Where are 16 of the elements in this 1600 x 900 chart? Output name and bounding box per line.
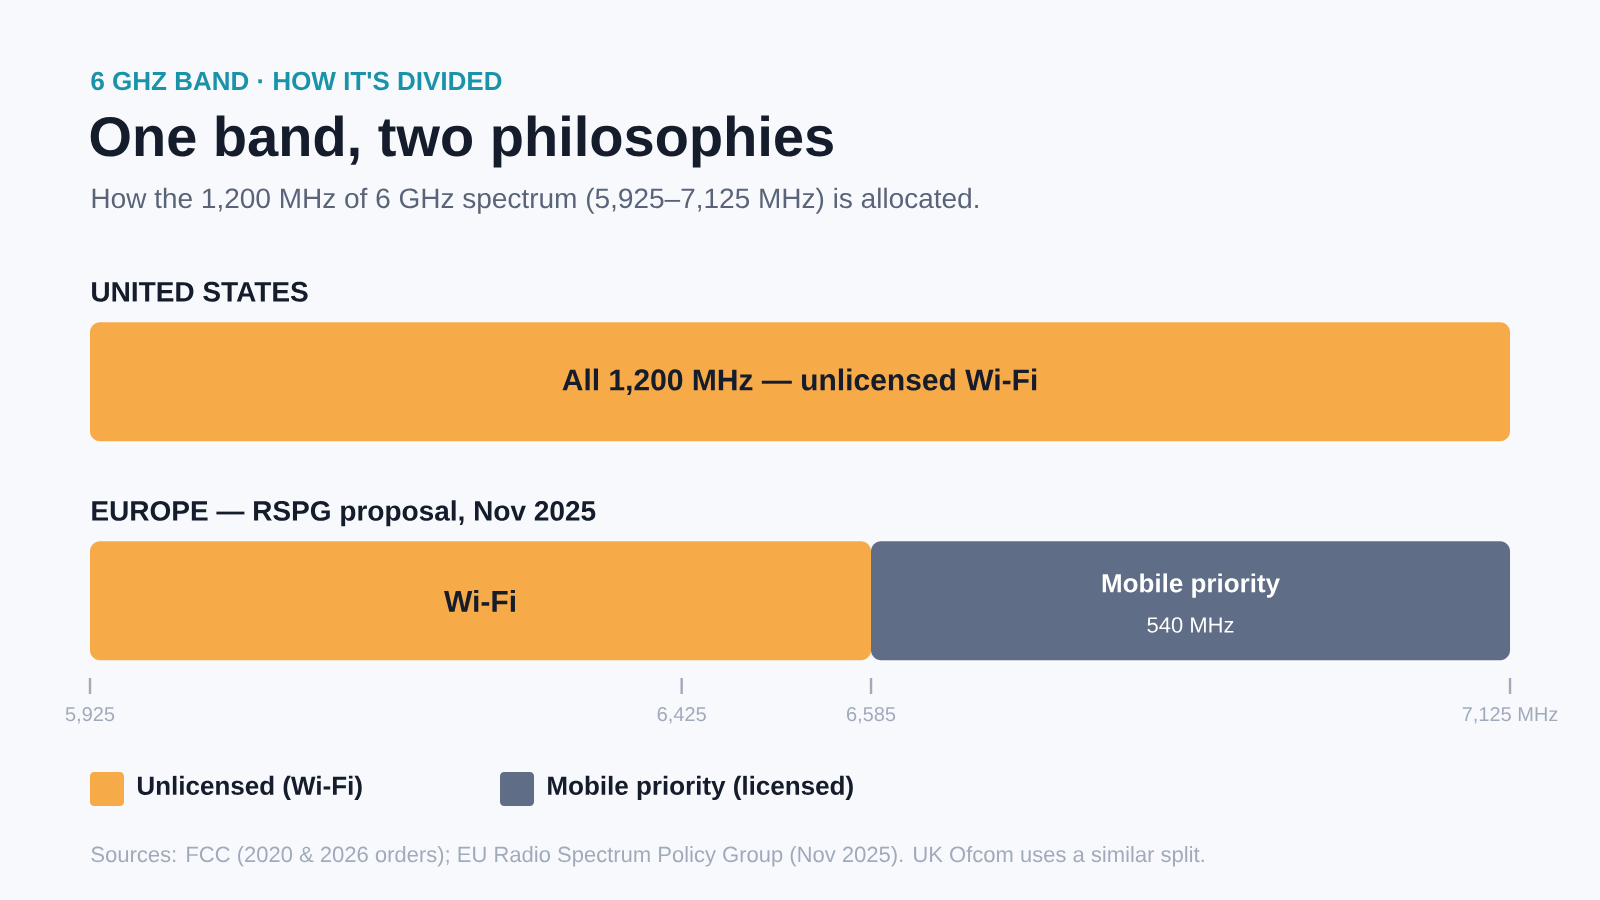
source-note: Sources: FCC (2020 & 2026 orders); EU Radio Spectrum Policy Group (Nov 2025). UK Ofcom uses a similar split. [91, 846, 1204, 867]
data-label: Wi-Fi [444, 589, 515, 612]
legend-label: Unlicensed (Wi-Fi) [137, 775, 362, 801]
y-tick-label: UNITED STATES [92, 281, 308, 302]
x-tick-label: 6,425 [657, 707, 706, 724]
x-tick-label: 6,585 [847, 707, 896, 724]
y-tick-label: EUROPE — RSPG proposal, Nov 2025 [92, 500, 596, 527]
chart-title: One band, two philosophies [90, 115, 833, 168]
data-label: All 1,200 MHz — unlicensed Wi-Fi [562, 368, 1037, 395]
chart-subtitle: How the 1,200 MHz of 6 GHz spectrum (5,925–7,125 MHz) is allocated. [92, 187, 978, 214]
legend-label: Mobile priority (licensed) [548, 775, 853, 801]
text: 6 GHZ BAND · HOW IT'S DIVIDED [91, 71, 502, 91]
data-label: Mobile priority [1102, 573, 1280, 598]
annotation: 540 MHz [1147, 617, 1234, 633]
x-tick-label: 5,925 [65, 707, 115, 724]
x-tick-label: 7,125 MHz [1462, 707, 1558, 724]
